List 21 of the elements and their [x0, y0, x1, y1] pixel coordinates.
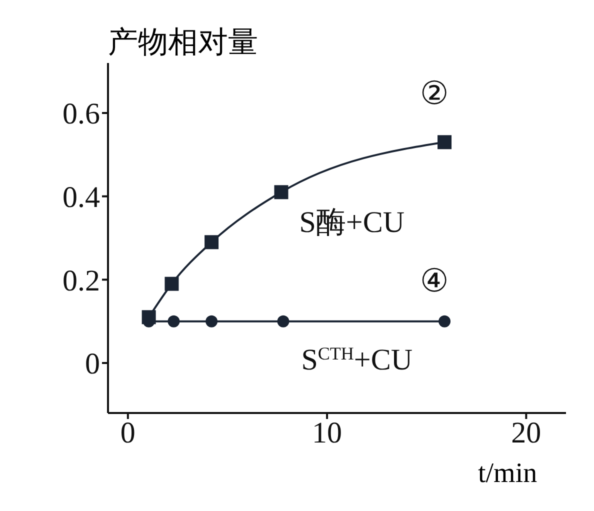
- point: [438, 315, 451, 328]
- point: [204, 235, 219, 250]
- y-tick-label: 0.2: [62, 264, 100, 298]
- y-tick-label: 0.6: [62, 98, 100, 131]
- x-tick-label: 20: [511, 416, 542, 450]
- series-label: S$^{CTH}$+CU: [301, 343, 413, 376]
- point: [206, 315, 218, 328]
- point: [168, 315, 180, 328]
- annotation: ④: [420, 262, 450, 298]
- x-tick-label: 0: [120, 416, 136, 450]
- point: [438, 135, 452, 150]
- point: [277, 315, 290, 328]
- series-label: S酶+CU: [299, 206, 405, 240]
- y-axis-title: 产物相对量: [108, 24, 258, 62]
- x-axis-title: t/min: [478, 458, 538, 490]
- y-tick-label: 0: [85, 348, 100, 381]
- x-tick-label: 10: [312, 416, 342, 450]
- y-tick-label: 0.4: [62, 180, 100, 214]
- point: [164, 276, 179, 291]
- annotation: ②: [420, 75, 450, 112]
- point: [274, 185, 288, 200]
